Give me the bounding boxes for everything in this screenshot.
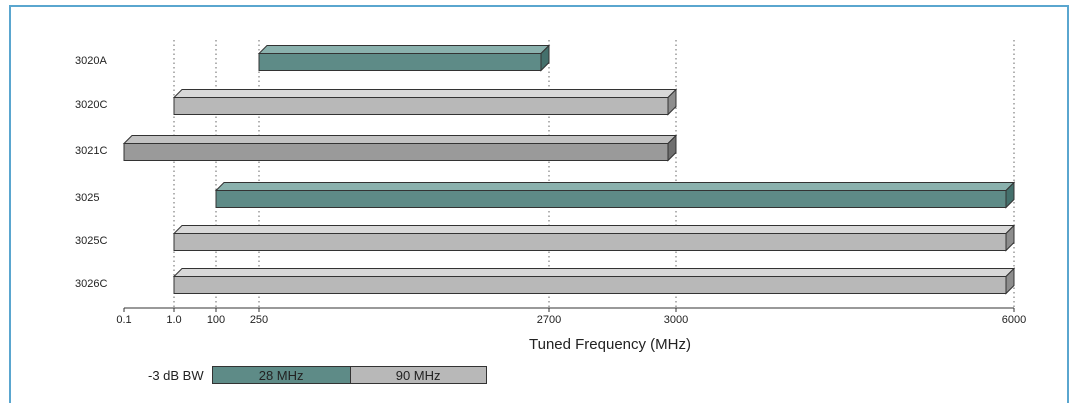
y-label-3020C: 3020C <box>75 99 107 111</box>
legend-28mhz: 28 MHz <box>211 366 351 384</box>
bar-top-3025 <box>214 182 1016 191</box>
x-axis-labels: 0.1 1.0 100 250 2700 3000 6000 <box>116 308 1026 326</box>
bar-top-3025C <box>172 225 1016 234</box>
chart-frame <box>9 5 1069 403</box>
bar-3025 <box>214 181 1016 209</box>
bar-face-3020A <box>258 53 542 71</box>
bar-chart: 3020A 3020C 3021C 3025 3025C 3026C 0.1 1.0 100 2… <box>75 40 1026 353</box>
y-label-3025C: 3025C <box>75 235 107 247</box>
bars-group <box>122 44 1016 295</box>
bar-3020C <box>172 88 678 116</box>
y-label-3026C: 3026C <box>75 278 107 290</box>
y-label-3021C: 3021C <box>75 145 107 157</box>
bar-3025C <box>172 224 1016 252</box>
bar-3021C <box>122 134 678 162</box>
legend-90mhz: 90 MHz <box>350 366 487 384</box>
bar-face-3021C <box>123 143 669 161</box>
legend-28mhz-label: 28 MHz <box>258 367 304 383</box>
legend: -3 dB BW 28 MHz 90 MHz <box>148 365 487 385</box>
bar-3026C <box>172 267 1016 295</box>
bar-top-3026C <box>172 268 1016 277</box>
bar-face-3025 <box>215 190 1007 208</box>
x-tick-250: 250 <box>250 314 268 326</box>
bar-top-3020A <box>257 45 551 54</box>
bar-top-3021C <box>122 135 678 144</box>
bar-top-3020C <box>172 89 678 98</box>
y-label-3025: 3025 <box>75 192 99 204</box>
x-tick-1.0: 1.0 <box>166 314 181 326</box>
y-label-3020A: 3020A <box>75 55 107 67</box>
gridlines <box>173 40 1015 308</box>
x-tick-100: 100 <box>207 314 225 326</box>
legend-label: -3 dB BW <box>148 367 204 383</box>
x-tick-2700: 2700 <box>537 314 561 326</box>
bar-face-3020C <box>173 97 669 115</box>
bar-face-3026C <box>173 276 1007 294</box>
y-axis-labels: 3020A 3020C 3021C 3025 3025C 3026C <box>75 55 107 290</box>
bar-face-3025C <box>173 233 1007 251</box>
x-tick-0.1: 0.1 <box>116 314 131 326</box>
bar-3020A <box>257 44 551 72</box>
x-tick-6000: 6000 <box>1002 314 1026 326</box>
legend-90mhz-label: 90 MHz <box>395 367 441 383</box>
x-axis-title: Tuned Frequency (MHz) <box>529 336 691 353</box>
x-tick-3000: 3000 <box>664 314 688 326</box>
